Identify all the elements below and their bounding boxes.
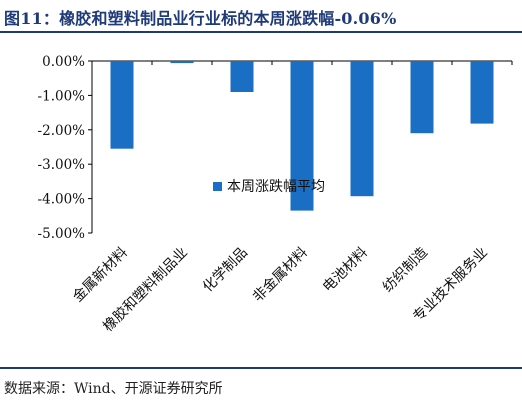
category-label: 化学制品	[200, 245, 251, 296]
category-label: 金属新材料	[70, 245, 131, 306]
category-label: 非金属材料	[250, 245, 311, 306]
y-tick-label: -3.00%	[38, 157, 86, 173]
bars-layer	[110, 61, 494, 211]
y-tick-label: -4.00%	[38, 192, 86, 208]
axis-layer: 0.00% -1.00% -2.00% -3.00% -4.00% -5.00%	[38, 54, 513, 242]
bar	[350, 61, 374, 197]
y-tick-label: -2.00%	[38, 123, 86, 139]
bar	[170, 61, 194, 64]
source-note: 数据来源：Wind、开源证券研究所	[4, 381, 223, 397]
bar	[230, 61, 254, 92]
y-tick-label: -1.00%	[38, 88, 86, 104]
y-tick-label: 0.00%	[42, 54, 85, 70]
legend-swatch	[213, 182, 222, 191]
legend-label: 本周涨跌幅平均	[227, 179, 325, 195]
category-label: 纺织制造	[380, 245, 431, 296]
bar	[110, 61, 134, 149]
title-rule	[0, 31, 522, 33]
y-tick-label: -5.00%	[38, 226, 86, 242]
bar	[410, 61, 434, 134]
bar	[290, 61, 314, 211]
source-rule	[0, 367, 522, 369]
bar-chart: 0.00% -1.00% -2.00% -3.00% -4.00% -5.00% 金属新材…	[38, 54, 513, 335]
legend: 本周涨跌幅平均	[213, 179, 325, 195]
category-label: 电池材料	[320, 245, 371, 296]
chart-title: 图11：橡胶和塑料制品业行业标的本周涨跌幅-0.06%	[4, 9, 397, 28]
bar	[470, 61, 494, 124]
